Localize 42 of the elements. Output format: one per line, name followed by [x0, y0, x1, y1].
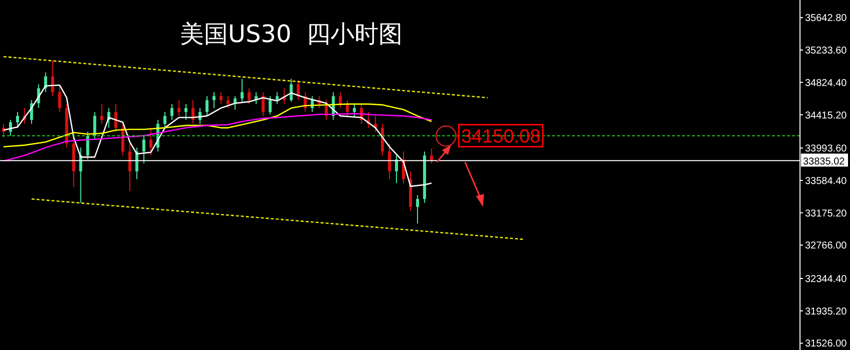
candlestick: [416, 194, 420, 224]
candlestick: [206, 96, 209, 116]
candlestick: [394, 154, 398, 184]
candlestick: [114, 104, 118, 132]
candlestick: [177, 100, 180, 116]
y-tick-label: 32766.00: [805, 240, 848, 252]
candlestick: [170, 104, 174, 120]
candlestick: [100, 104, 104, 124]
candlestick: [346, 100, 349, 116]
candlestick: [240, 78, 244, 102]
candlestick: [142, 135, 146, 164]
y-tick-label: 35642.80: [805, 13, 848, 24]
candlestick: [128, 143, 132, 192]
candlestick: [338, 92, 342, 109]
candlestick: [16, 111, 20, 128]
candlestick: [220, 92, 223, 105]
y-tick-label: 33584.40: [805, 176, 848, 187]
candlestick: [149, 127, 152, 156]
candlestick: [352, 104, 356, 118]
y-tick-label: 32344.40: [805, 274, 848, 286]
candlestick: [51, 60, 54, 97]
candlestick: [248, 88, 251, 105]
candlestick: [226, 96, 230, 109]
y-tick-label: 33175.20: [805, 208, 848, 220]
candlestick: [388, 143, 391, 180]
candlestick: [191, 100, 194, 124]
candlestick: [58, 85, 62, 112]
candlestick: [184, 104, 188, 120]
y-tick-label: 34415.20: [805, 110, 848, 122]
y-tick-label: 31526.00: [805, 338, 848, 350]
candlestick: [163, 111, 166, 128]
y-tick-label: 35233.60: [805, 46, 848, 57]
y-tick-label: 34824.40: [805, 78, 848, 89]
candlestick: [212, 92, 216, 109]
ref-line-label: 33835.02: [803, 156, 846, 168]
candlestick: [262, 92, 265, 116]
candlestick: [86, 131, 90, 160]
y-tick-label: 31935.20: [805, 306, 848, 318]
text: 美国US30 四小时图: [180, 19, 403, 50]
y-tick-label: 33993.60: [805, 144, 848, 155]
candlestick: [276, 92, 279, 105]
candlestick: [268, 96, 272, 115]
